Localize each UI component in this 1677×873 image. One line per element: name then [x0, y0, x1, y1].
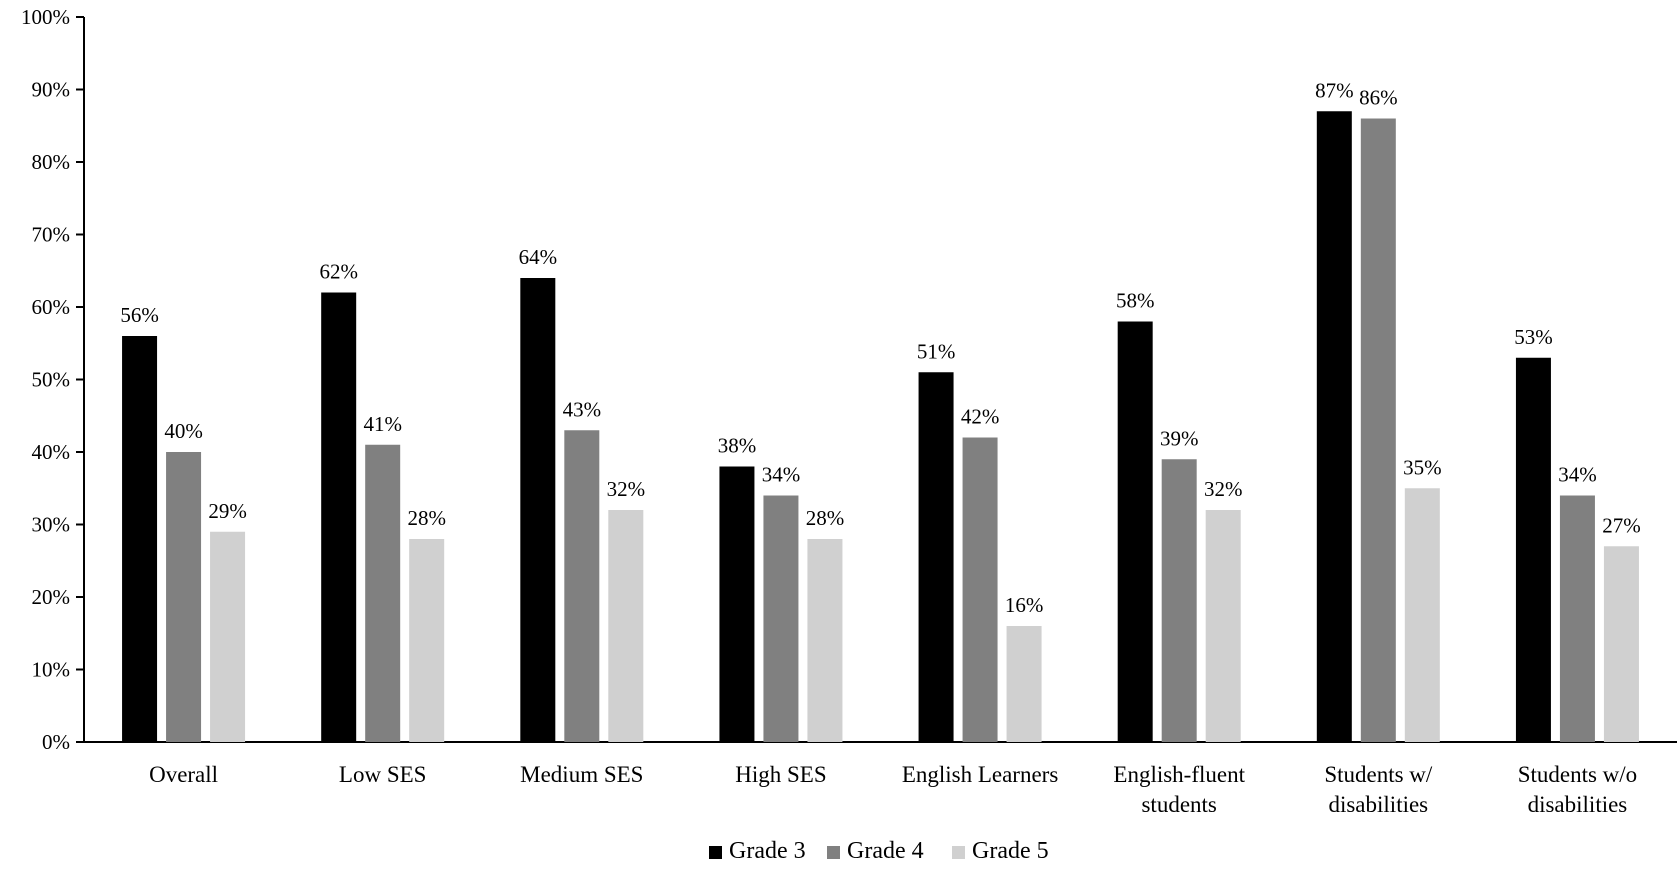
legend-item: Grade 4 — [827, 838, 924, 864]
bar-grade-3 — [520, 278, 556, 742]
legend-label: Grade 4 — [847, 838, 924, 864]
data-label: 28% — [806, 506, 845, 530]
x-tick-label: Students w/disabilities — [1324, 762, 1433, 817]
legend-swatch — [952, 846, 965, 859]
bar-grade-5 — [1006, 626, 1042, 742]
bar-grade-4 — [1161, 459, 1197, 742]
data-label: 62% — [319, 260, 358, 284]
bar-grade-4 — [166, 452, 202, 742]
y-tick-label: 20% — [32, 585, 71, 609]
y-axis: 0% 10% 20% 30% 40% 50% 60% 70% 80% 90% 100% — [21, 5, 85, 754]
x-tick-label: Students w/o disabilities — [1518, 762, 1637, 817]
bar-grade-4 — [564, 430, 600, 742]
x-tick-label: Overall — [149, 762, 218, 787]
legend-swatch — [827, 846, 840, 859]
data-label: 53% — [1514, 325, 1553, 349]
legend-label: Grade 5 — [972, 838, 1049, 864]
y-tick-label: 90% — [32, 78, 71, 102]
data-label: 35% — [1403, 455, 1442, 479]
x-tick-label: English Learners — [902, 762, 1059, 787]
bar-grade-5 — [409, 539, 445, 742]
data-label: 64% — [519, 245, 558, 269]
bar-grade-4 — [1559, 495, 1595, 742]
data-label: 28% — [407, 506, 446, 530]
legend: Grade 3 Grade 4 Grade 5 — [709, 838, 1049, 864]
data-label: 51% — [917, 339, 956, 363]
bar-grade-5 — [807, 539, 843, 742]
bar-grade-4 — [365, 444, 401, 742]
legend-swatch — [709, 846, 722, 859]
data-label: 43% — [563, 397, 602, 421]
bar-grade-4 — [1360, 118, 1396, 742]
bar-grade-5 — [210, 531, 246, 742]
y-tick-label: 70% — [32, 223, 71, 247]
data-label: 34% — [762, 463, 801, 487]
y-tick-label: 0% — [42, 730, 70, 754]
bar-grade-3 — [122, 336, 158, 742]
y-tick-label: 10% — [32, 658, 71, 682]
data-label: 42% — [961, 405, 1000, 429]
data-label: 56% — [120, 303, 159, 327]
bar-grade-5 — [1205, 510, 1241, 742]
bar-grade-5 — [1404, 488, 1440, 742]
data-label: 32% — [1204, 477, 1243, 501]
data-label: 32% — [607, 477, 646, 501]
y-tick-label: 50% — [32, 368, 71, 392]
legend-label: Grade 3 — [729, 838, 806, 864]
y-tick-label: 60% — [32, 295, 71, 319]
data-label: 29% — [208, 499, 247, 523]
x-tick-label: Low SES — [339, 762, 427, 787]
data-label: 41% — [363, 412, 402, 436]
data-label: 34% — [1558, 463, 1597, 487]
bar-grade-5 — [608, 510, 644, 742]
x-tick-label: Medium SES — [520, 762, 643, 787]
data-label: 27% — [1602, 513, 1641, 537]
data-label: 38% — [718, 434, 757, 458]
legend-item: Grade 5 — [952, 838, 1049, 864]
bar-grade-5 — [1603, 546, 1639, 742]
data-label: 58% — [1116, 289, 1155, 313]
bar-grade-3 — [918, 372, 954, 742]
x-axis: Overall Low SES Medium SES High SES English … — [84, 741, 1677, 817]
bar-grade-3 — [719, 466, 755, 742]
x-tick-label: English-fluent students — [1113, 762, 1245, 817]
bar-grade-3 — [1515, 357, 1551, 742]
bar-grade-4 — [962, 437, 998, 742]
bars — [122, 111, 1639, 742]
bar-grade-3 — [321, 292, 357, 742]
data-label: 39% — [1160, 426, 1199, 450]
data-labels: 56%40%29%62%41%28%64%43%32%38%34%28%51%4… — [120, 78, 1640, 617]
data-label: 40% — [164, 419, 203, 443]
bar-grade-3 — [1316, 111, 1352, 742]
legend-item: Grade 3 — [709, 838, 806, 864]
data-label: 86% — [1359, 86, 1398, 110]
y-tick-label: 40% — [32, 440, 71, 464]
y-tick-label: 30% — [32, 513, 71, 537]
y-tick-label: 80% — [32, 150, 71, 174]
data-label: 87% — [1315, 78, 1354, 102]
y-tick-label: 100% — [21, 5, 70, 29]
data-label: 16% — [1005, 593, 1044, 617]
bar-grade-4 — [763, 495, 799, 742]
bar-grade-3 — [1117, 321, 1153, 742]
x-tick-label: High SES — [735, 762, 826, 787]
